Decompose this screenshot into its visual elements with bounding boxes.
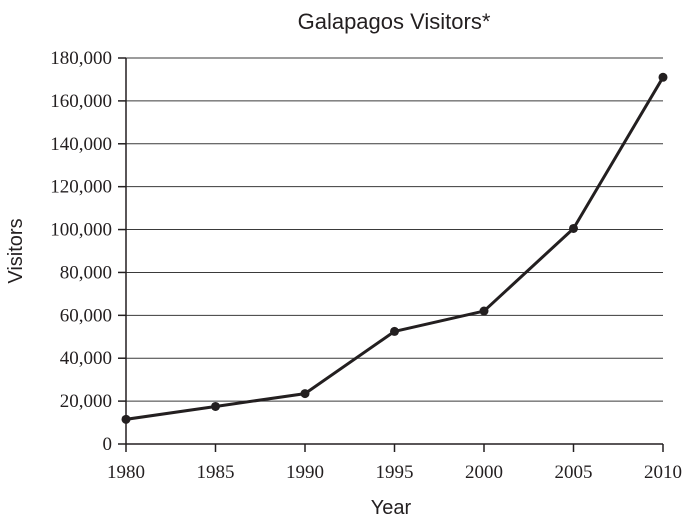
- x-tick-label: 2010: [644, 462, 682, 483]
- y-tick-label: 180,000: [50, 48, 112, 69]
- data-point: [300, 389, 310, 399]
- y-tick-label: 120,000: [50, 177, 112, 198]
- x-tick-labels: 1980 1985 1990 1995 2000 2005 2010: [107, 462, 682, 483]
- x-axis-title: Year: [371, 497, 412, 519]
- y-axis-title: Visitors: [5, 218, 27, 283]
- chart-title: Galapagos Visitors*: [298, 9, 491, 34]
- x-tick-label: 2000: [465, 462, 503, 483]
- data-point: [479, 306, 489, 316]
- x-tick-label: 1995: [376, 462, 414, 483]
- data-point: [569, 223, 578, 233]
- y-tick-label: 60,000: [60, 305, 112, 326]
- y-tick-label: 100,000: [50, 220, 112, 241]
- y-tick-label: 40,000: [60, 348, 112, 369]
- y-tick-label: 80,000: [60, 262, 112, 283]
- series-line: [125, 76, 665, 421]
- axes: [118, 57, 664, 452]
- x-tick-label: 1980: [107, 462, 145, 483]
- data-point: [658, 72, 668, 82]
- series: [121, 72, 668, 424]
- x-tick-label: 1990: [286, 462, 324, 483]
- gridlines: [126, 57, 663, 402]
- x-tick-label: 2005: [555, 462, 593, 483]
- y-tick-label: 160,000: [50, 91, 112, 112]
- x-tick-label: 1985: [197, 462, 235, 483]
- y-tick-labels: 0 20,000 40,000 60,000 80,000 100,000 120,000 1…: [50, 48, 112, 455]
- y-tick-label: 0: [103, 434, 113, 455]
- y-tick-label: 20,000: [60, 391, 112, 412]
- data-point: [121, 414, 131, 424]
- data-point: [390, 326, 399, 336]
- data-point: [211, 401, 220, 411]
- y-tick-label: 140,000: [50, 134, 112, 155]
